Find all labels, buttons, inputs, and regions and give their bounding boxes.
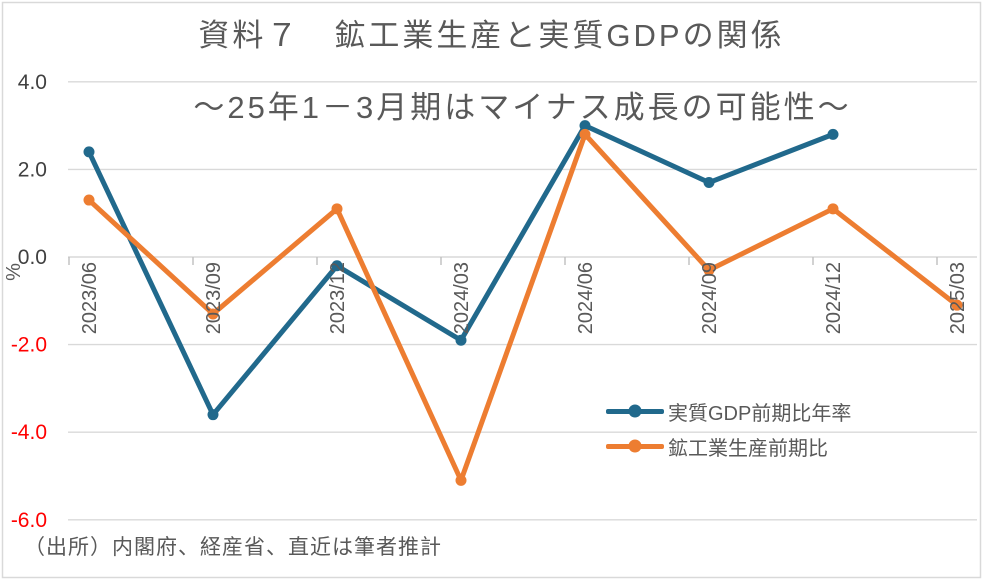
y-tick-label: 4.0 [18,71,47,94]
chart-title: 資料７ 鉱工業生産と実質GDPの関係 [198,18,785,53]
series-marker-1 [207,308,219,320]
legend-label-iip: 鉱工業生産前期比 [668,437,828,460]
series-marker-0 [827,128,839,140]
y-tick-label: -4.0 [11,421,47,444]
gdp-line-swatch [606,404,664,418]
source-note: （出所）内閣府、経産省、直近は筆者推計 [24,536,442,559]
y-axis-title: % [3,263,25,281]
series-marker-1 [455,474,467,486]
x-tick-label: 2025/03 [947,262,969,334]
series-marker-0 [331,260,343,272]
y-tick-label: -6.0 [11,509,47,532]
x-tick-label: 2024/09 [699,262,721,334]
legend-label-gdp: 実質GDP前期比年率 [668,402,852,425]
series-marker-0 [207,409,219,421]
series-marker-0 [455,334,467,346]
x-tick-label: 2023/06 [79,262,101,334]
series-marker-1 [579,128,591,140]
series-marker-1 [703,264,715,276]
gdp-marker-icon [628,404,642,418]
series-marker-0 [703,177,715,189]
iip-marker-icon [628,439,642,453]
chart-subtitle: ～25年1－3月期はマイナス成長の可能性～ [193,90,852,125]
y-tick-label: -2.0 [11,334,47,357]
series-marker-1 [951,299,963,311]
x-tick-label: 2023/09 [203,262,225,334]
y-tick-label: 0.0 [18,246,47,269]
series-marker-1 [83,194,95,206]
legend: 実質GDP前期比年率 鉱工業生産前期比 [606,398,852,460]
x-tick-label: 2024/03 [451,262,473,334]
series-marker-1 [827,203,839,215]
series-marker-1 [331,203,343,215]
legend-item-iip: 鉱工業生産前期比 [606,433,851,460]
series-marker-0 [579,120,591,132]
y-tick-label: 2.0 [18,158,47,181]
series-line-1 [86,131,960,483]
x-tick-label: 2024/06 [575,262,597,334]
x-tick-label: 2023/12 [327,262,349,334]
legend-item-gdp: 実質GDP前期比年率 [606,398,852,425]
iip-line-swatch [606,439,664,453]
x-tick-label: 2024/12 [823,262,845,334]
series-marker-0 [83,146,95,158]
